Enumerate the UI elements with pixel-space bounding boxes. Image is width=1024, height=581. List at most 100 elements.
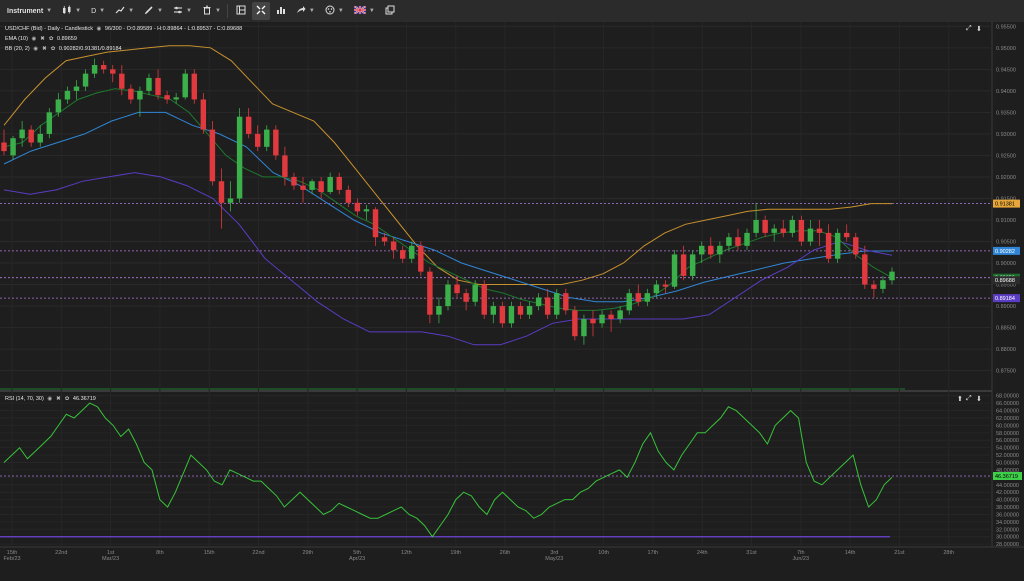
chevron-down-icon: ▼ (368, 8, 375, 14)
arrow-down-icon[interactable]: ⬇ (976, 26, 982, 33)
candle-body (100, 65, 107, 70)
candle-body (227, 198, 234, 203)
close-icon[interactable]: ✖ (40, 36, 45, 42)
candle-body (535, 297, 542, 307)
candle-body (825, 232, 832, 259)
time-tick-label: 21st (894, 550, 905, 556)
rsi-tick-label: 32.00000 (996, 527, 1019, 533)
rsi-tick-label: 50.00000 (996, 461, 1019, 467)
candle-body (236, 116, 243, 199)
eye-icon[interactable]: ◉ (47, 396, 53, 402)
candle-body (399, 250, 406, 259)
price-tag-label: 0.91381 (995, 202, 1015, 208)
eye-icon[interactable]: ◉ (33, 46, 39, 52)
time-tick-month: Apr/23 (349, 556, 365, 562)
uk-flag-icon (353, 5, 367, 16)
candle-body (173, 97, 179, 100)
time-tick-label: 1st (107, 550, 115, 556)
rsi-tick-label: 38.00000 (996, 505, 1019, 511)
drawing-tools-button[interactable]: ▼ (140, 2, 167, 20)
close-icon[interactable]: ✖ (56, 396, 61, 402)
candle-body (581, 318, 587, 337)
price-tick-label: 0.88000 (996, 347, 1016, 353)
theme-button[interactable]: ▼ (321, 2, 348, 20)
rsi-tick-label: 44.00000 (996, 483, 1019, 489)
axes: 0.95500 0.95000 0.94500 0.94000 0.93500 0.930… (3, 24, 1022, 562)
gear-icon[interactable]: ✿ (64, 396, 70, 402)
candle-body (762, 219, 768, 233)
candle-body (10, 138, 16, 156)
candle-body (834, 232, 841, 259)
timeframe-selector[interactable]: D ▼ (87, 2, 109, 20)
candle-body (698, 245, 705, 255)
candle-body (390, 241, 397, 251)
price-tick-label: 0.94500 (996, 67, 1016, 73)
gear-icon[interactable]: ✿ (50, 46, 56, 52)
rsi-tag-label: 46.36719 (995, 474, 1018, 480)
candle-body (626, 293, 632, 311)
arrow-up-icon[interactable]: ⬆ (957, 396, 963, 403)
time-tick-label: 29th (302, 550, 313, 556)
ema-value: 0.89659 (57, 36, 77, 42)
arrow-down-icon[interactable]: ⬇ (976, 396, 982, 403)
candle-body (472, 284, 478, 302)
chart-stats-button[interactable] (272, 2, 290, 20)
candle-body (318, 181, 324, 193)
instrument-selector[interactable]: Instrument ▼ (2, 2, 56, 20)
chevron-down-icon: ▼ (128, 8, 135, 14)
ema-label: EMA (10) (5, 36, 28, 42)
time-tick-label: 28th (943, 550, 954, 556)
main-legend: USD/CHF (Bid) - Daily - Candlestick ◉ 96… (5, 26, 242, 32)
horizontal-lines (0, 203, 992, 538)
candle-body (91, 65, 98, 74)
rsi-legend: RSI (14, 70, 30) ◉ ✖ ✿ 46.36719 (5, 396, 96, 402)
gear-icon[interactable]: ✿ (48, 36, 54, 42)
language-selector[interactable]: ▼ (350, 2, 379, 20)
rsi-tick-label: 54.00000 (996, 446, 1019, 452)
candle-body (454, 284, 460, 294)
crosshair-button[interactable] (251, 2, 270, 20)
bb-value: 0.90282/0.91381/0.89184 (58, 46, 122, 52)
crosshair-icon (256, 5, 266, 17)
chart-area[interactable]: 0.95500 0.95000 0.94500 0.94000 0.93500 0.930… (0, 22, 1024, 576)
close-icon[interactable]: ✖ (42, 46, 47, 52)
share-button[interactable]: ▼ (292, 2, 319, 20)
indicator-button[interactable]: ▼ (111, 2, 138, 20)
maximize-icon[interactable]: ⤢ (966, 25, 972, 32)
layout-button[interactable] (232, 2, 250, 20)
candlesticks (1, 58, 895, 345)
palette-icon (325, 5, 335, 17)
rsi-tick-label: 66.00000 (996, 401, 1019, 407)
eye-icon[interactable]: ◉ (31, 36, 37, 42)
time-tick-label: 22nd (55, 550, 67, 556)
rsi-tick-label: 48.00000 (996, 468, 1019, 474)
candle-body (137, 90, 143, 100)
candle-body (689, 254, 696, 276)
candle-body (653, 284, 660, 294)
maximize-icon[interactable]: ⤢ (966, 395, 972, 402)
trash-icon (202, 5, 212, 17)
candle-body (381, 237, 388, 242)
rsi-tick-label: 30.00000 (996, 535, 1019, 541)
candle-body (717, 245, 723, 255)
candle-body (146, 77, 152, 91)
candle-body (73, 86, 80, 91)
popout-button[interactable] (381, 2, 399, 20)
eye-icon[interactable]: ◉ (96, 26, 102, 32)
ema-legend: EMA (10) ◉ ✖ ✿ 0.89659 (5, 36, 77, 42)
delete-button[interactable]: ▼ (198, 2, 225, 20)
price-tick-label: 0.94000 (996, 89, 1016, 95)
chart-canvas[interactable]: 0.95500 0.95000 0.94500 0.94000 0.93500 0.930… (0, 22, 1024, 576)
candle-body (753, 219, 759, 233)
tools-button[interactable]: ▼ (169, 2, 196, 20)
chart-type-button[interactable]: ▼ (58, 2, 85, 20)
candle-body (37, 133, 43, 143)
time-axis-bg (0, 547, 1024, 576)
rsi-tick-label: 34.00000 (996, 520, 1019, 526)
candle-body (708, 245, 714, 255)
candle-body (816, 228, 823, 233)
candle-body (200, 99, 207, 130)
candle-body (209, 129, 216, 182)
bb-middle-line (3, 111, 892, 303)
price-tick-label: 0.87500 (996, 369, 1016, 375)
